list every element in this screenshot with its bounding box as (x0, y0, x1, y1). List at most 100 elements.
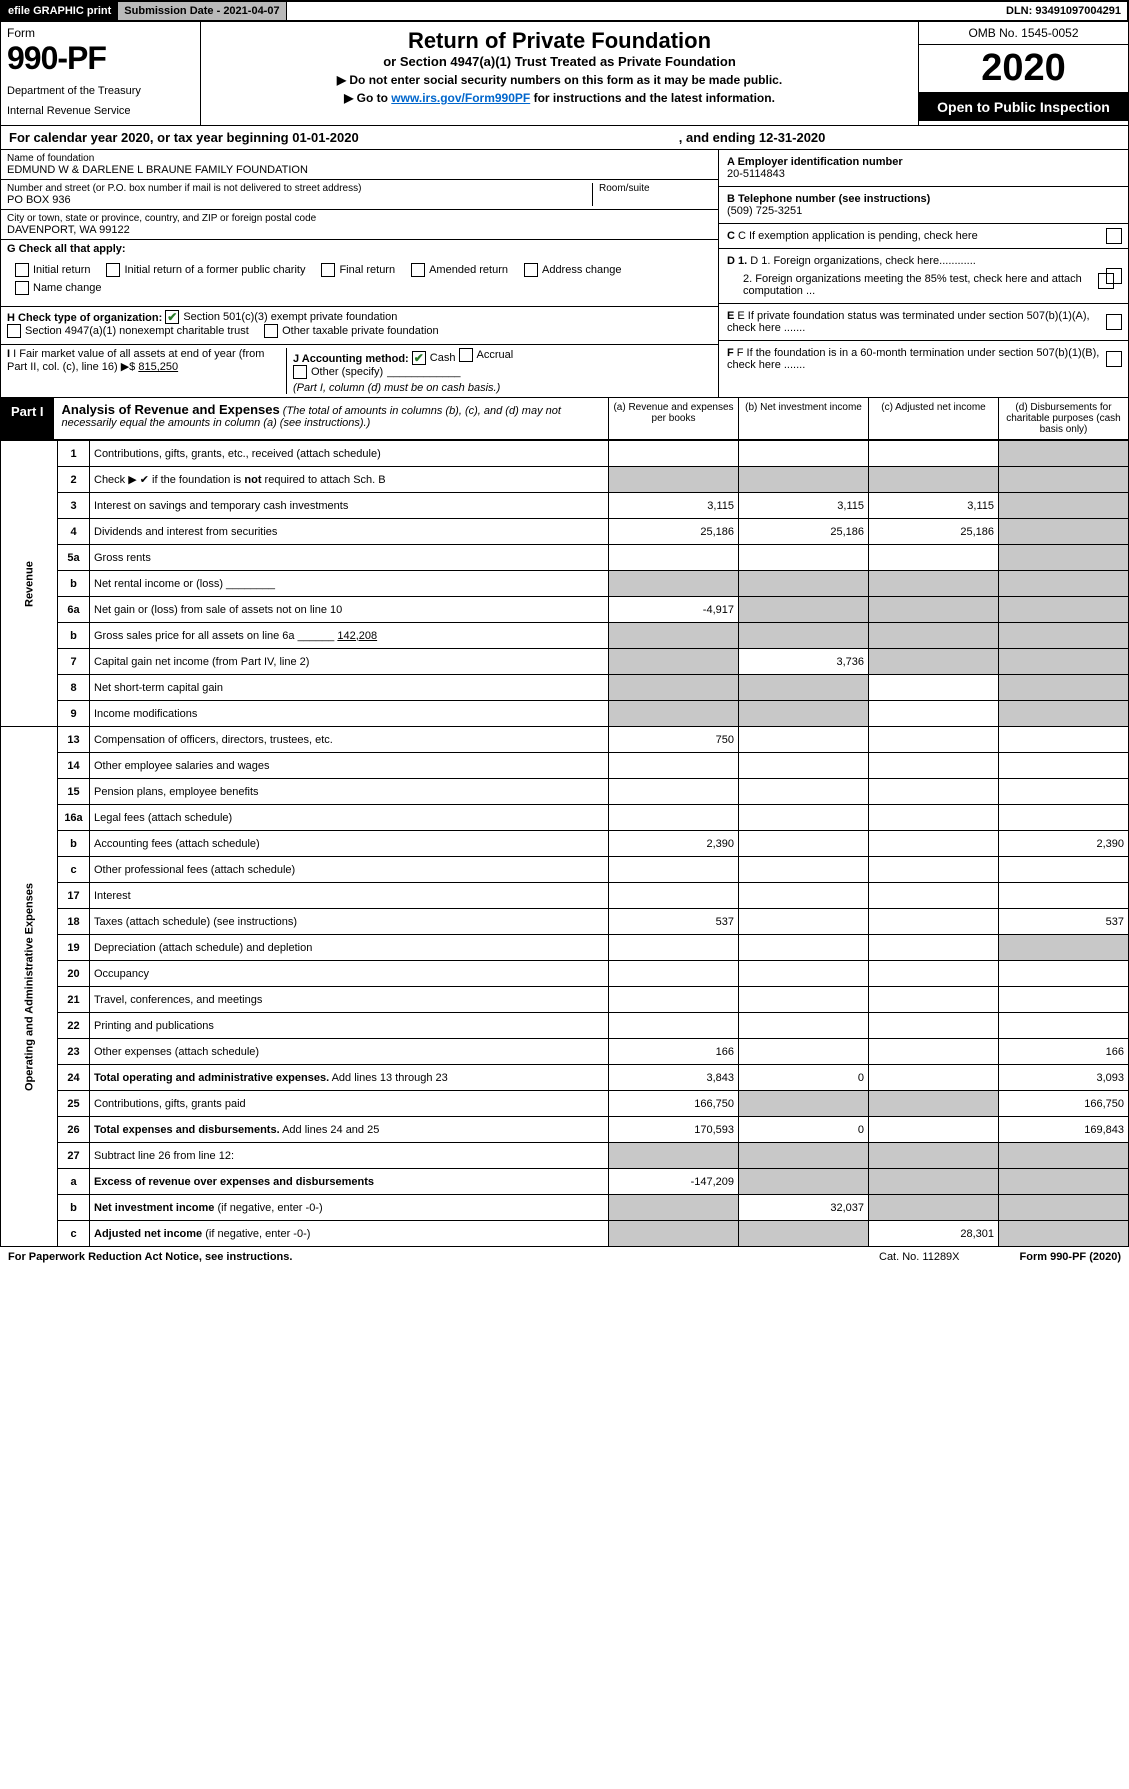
row-desc: Contributions, gifts, grants paid (90, 1091, 609, 1117)
h-other-checkbox[interactable]: Other taxable private foundation (264, 324, 439, 338)
val-c (869, 1065, 999, 1091)
val-a (609, 779, 739, 805)
val-a (609, 623, 739, 649)
g-checkbox[interactable]: Initial return (15, 263, 90, 277)
val-b (739, 805, 869, 831)
row-desc: Total operating and administrative expen… (90, 1065, 609, 1091)
val-b (739, 727, 869, 753)
val-a (609, 753, 739, 779)
table-row: Revenue1Contributions, gifts, grants, et… (1, 441, 1129, 467)
table-row: 2Check ▶ ✔ if the foundation is not requ… (1, 467, 1129, 493)
val-d (999, 1169, 1129, 1195)
form990pf-link[interactable]: www.irs.gov/Form990PF (391, 91, 530, 105)
val-b (739, 597, 869, 623)
val-b (739, 987, 869, 1013)
omb-number: OMB No. 1545-0052 (919, 22, 1128, 45)
val-a (609, 935, 739, 961)
row-num: 14 (58, 753, 90, 779)
section-c: C C If exemption application is pending,… (719, 224, 1128, 249)
val-d (999, 935, 1129, 961)
val-d (999, 545, 1129, 571)
val-a (609, 857, 739, 883)
val-d: 166,750 (999, 1091, 1129, 1117)
d2-checkbox[interactable] (1098, 273, 1114, 289)
table-row: cAdjusted net income (if negative, enter… (1, 1221, 1129, 1247)
val-b: 0 (739, 1117, 869, 1143)
col-c-header: (c) Adjusted net income (868, 398, 998, 439)
row-desc: Adjusted net income (if negative, enter … (90, 1221, 609, 1247)
h-501c3-checkbox[interactable]: Section 501(c)(3) exempt private foundat… (165, 310, 397, 324)
val-b (739, 1169, 869, 1195)
table-row: 21Travel, conferences, and meetings (1, 987, 1129, 1013)
row-desc: Occupancy (90, 961, 609, 987)
val-c: 28,301 (869, 1221, 999, 1247)
form-subtitle: or Section 4947(a)(1) Trust Treated as P… (207, 54, 912, 69)
phone-cell: B Telephone number (see instructions) (5… (719, 187, 1128, 224)
val-c (869, 909, 999, 935)
f-checkbox[interactable] (1106, 351, 1122, 367)
irs-label: Internal Revenue Service (7, 105, 194, 117)
row-desc: Income modifications (90, 701, 609, 727)
form-number: 990-PF (7, 40, 194, 77)
val-a: 166 (609, 1039, 739, 1065)
part1-header: Part I Analysis of Revenue and Expenses … (0, 398, 1129, 440)
val-d (999, 883, 1129, 909)
val-c (869, 779, 999, 805)
val-b: 3,115 (739, 493, 869, 519)
j-accrual-checkbox[interactable]: Accrual (459, 348, 514, 362)
g-checkbox[interactable]: Initial return of a former public charit… (106, 263, 305, 277)
header-left: Form 990-PF Department of the Treasury I… (1, 22, 201, 125)
row-num: c (58, 1221, 90, 1247)
val-c (869, 1169, 999, 1195)
table-row: bNet investment income (if negative, ent… (1, 1195, 1129, 1221)
val-c (869, 1143, 999, 1169)
row-num: 16a (58, 805, 90, 831)
j-cash-checkbox[interactable]: Cash (412, 351, 456, 365)
val-c (869, 467, 999, 493)
row-num: 22 (58, 1013, 90, 1039)
form-header: Form 990-PF Department of the Treasury I… (0, 22, 1129, 126)
row-desc: Subtract line 26 from line 12: (90, 1143, 609, 1169)
foundation-name-cell: Name of foundation EDMUND W & DARLENE L … (1, 150, 718, 180)
table-row: 7Capital gain net income (from Part IV, … (1, 649, 1129, 675)
j-other-checkbox[interactable]: Other (specify) ____________ (293, 365, 461, 379)
val-d (999, 805, 1129, 831)
g-checkbox[interactable]: Amended return (411, 263, 508, 277)
val-a (609, 1221, 739, 1247)
table-row: 25Contributions, gifts, grants paid166,7… (1, 1091, 1129, 1117)
table-row: 3Interest on savings and temporary cash … (1, 493, 1129, 519)
g-checkbox[interactable]: Address change (524, 263, 622, 277)
calendar-year-row: For calendar year 2020, or tax year begi… (0, 126, 1129, 150)
val-d (999, 753, 1129, 779)
val-a (609, 649, 739, 675)
val-c: 3,115 (869, 493, 999, 519)
table-row: 4Dividends and interest from securities2… (1, 519, 1129, 545)
val-a: -4,917 (609, 597, 739, 623)
g-checkbox[interactable]: Final return (321, 263, 395, 277)
c-checkbox[interactable] (1106, 228, 1122, 244)
row-num: 15 (58, 779, 90, 805)
submission-date: Submission Date - 2021-04-07 (118, 2, 286, 20)
val-c (869, 1039, 999, 1065)
val-b (739, 935, 869, 961)
row-desc: Depreciation (attach schedule) and deple… (90, 935, 609, 961)
val-b (739, 623, 869, 649)
val-b (739, 883, 869, 909)
col-b-header: (b) Net investment income (738, 398, 868, 439)
city-cell: City or town, state or province, country… (1, 210, 718, 240)
h-4947-checkbox[interactable]: Section 4947(a)(1) nonexempt charitable … (7, 324, 249, 338)
row-desc: Accounting fees (attach schedule) (90, 831, 609, 857)
row-desc: Capital gain net income (from Part IV, l… (90, 649, 609, 675)
table-row: 14Other employee salaries and wages (1, 753, 1129, 779)
val-d (999, 675, 1129, 701)
val-d (999, 493, 1129, 519)
val-c (869, 545, 999, 571)
row-desc: Compensation of officers, directors, tru… (90, 727, 609, 753)
e-checkbox[interactable] (1106, 314, 1122, 330)
g-checkbox[interactable]: Name change (15, 281, 102, 295)
table-row: 17Interest (1, 883, 1129, 909)
row-num: 26 (58, 1117, 90, 1143)
table-row: bAccounting fees (attach schedule)2,3902… (1, 831, 1129, 857)
val-d (999, 467, 1129, 493)
val-d (999, 987, 1129, 1013)
